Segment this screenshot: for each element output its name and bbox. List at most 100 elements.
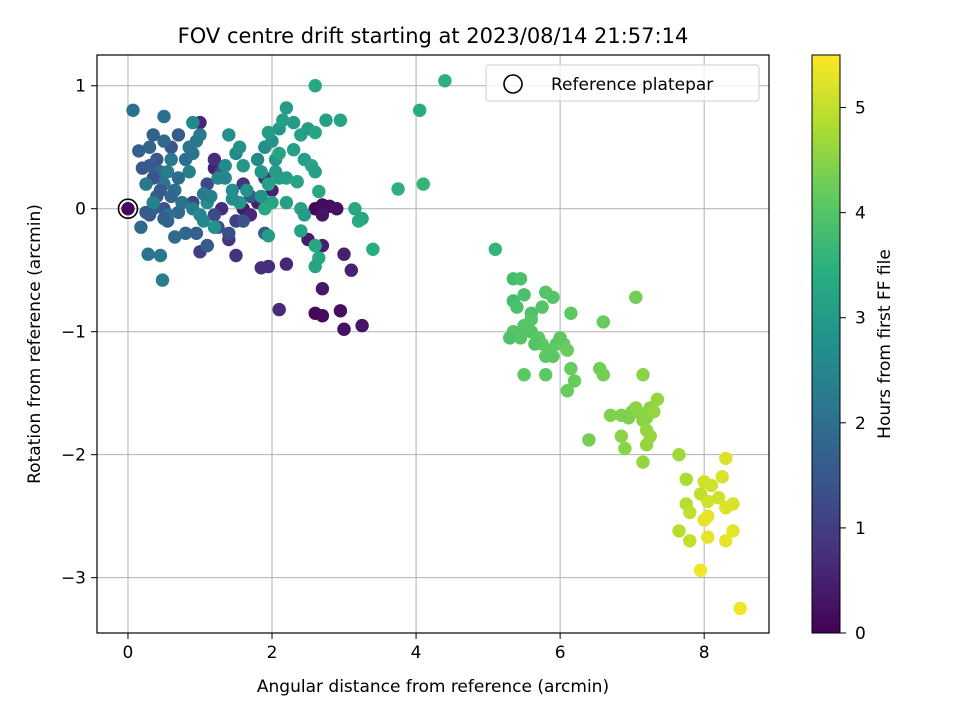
data-point: [308, 165, 322, 179]
data-point: [254, 165, 268, 179]
data-point: [279, 171, 294, 185]
data-point: [711, 491, 726, 505]
data-point: [639, 438, 654, 452]
data-point: [276, 113, 290, 127]
colorbar-tick-label: 4: [855, 204, 866, 224]
data-point: [279, 101, 294, 115]
data-point: [153, 183, 168, 197]
data-point: [272, 302, 286, 317]
data-point: [308, 125, 322, 140]
data-point: [157, 134, 171, 148]
data-point: [733, 601, 747, 616]
data-point: [344, 263, 358, 277]
y-tick-label: −3: [61, 569, 86, 589]
data-point: [171, 171, 186, 185]
data-point: [647, 404, 661, 419]
data-point: [294, 224, 308, 238]
data-point: [142, 140, 157, 154]
data-point: [308, 259, 322, 274]
data-point: [438, 74, 452, 88]
data-point: [164, 152, 178, 167]
data-point: [286, 143, 301, 157]
legend-entry-reference: Reference platepar: [551, 75, 713, 95]
data-point: [236, 214, 250, 228]
data-point: [218, 159, 232, 173]
data-point: [330, 202, 344, 216]
legend-box: [485, 64, 760, 102]
data-point: [155, 273, 170, 287]
data-point: [126, 103, 140, 118]
x-tick-label: 4: [411, 643, 422, 663]
data-point: [510, 300, 524, 314]
data-point: [139, 177, 153, 191]
data-point: [315, 208, 330, 222]
data-point: [207, 220, 222, 234]
colorbar-ticks: 0 1 2 3 4 5: [840, 99, 866, 644]
data-point: [636, 368, 650, 382]
data-point: [618, 441, 632, 456]
data-point: [164, 189, 178, 204]
reference-platepar-marker: [117, 198, 139, 220]
data-point: [250, 152, 265, 167]
data-point: [517, 368, 531, 382]
data-point: [391, 182, 405, 196]
reference-fill: [121, 202, 135, 216]
colorbar-tick-label: 1: [855, 519, 866, 539]
data-point: [672, 448, 686, 462]
data-point: [539, 349, 553, 363]
x-tick-label: 0: [123, 643, 134, 663]
data-point: [539, 368, 553, 382]
data-point: [157, 109, 171, 124]
data-point: [200, 238, 214, 253]
data-point: [693, 563, 708, 577]
colorbar-tick-label: 2: [855, 414, 866, 434]
data-point: [146, 128, 160, 142]
data-point: [413, 103, 427, 118]
data-point: [186, 146, 200, 161]
data-point: [683, 534, 697, 548]
plot-frame: [96, 54, 770, 634]
data-point: [189, 226, 204, 240]
data-point: [232, 140, 247, 154]
y-tick-label: −2: [61, 446, 86, 466]
data-point: [157, 211, 171, 226]
data-point: [254, 261, 268, 275]
reference-marker: [117, 198, 139, 220]
data-point: [560, 343, 574, 357]
data-point: [672, 524, 686, 538]
data-point: [719, 534, 733, 548]
data-point: [196, 214, 211, 228]
legend: Reference platepar: [485, 64, 760, 102]
data-point: [315, 282, 330, 296]
data-point: [333, 113, 348, 127]
data-point: [636, 455, 650, 469]
data-point: [355, 318, 369, 333]
data-point: [254, 189, 268, 204]
colorbar-tick-label: 3: [855, 309, 866, 329]
data-point: [596, 315, 610, 329]
data-point: [553, 331, 567, 345]
data-point: [683, 505, 697, 520]
x-tick-label: 2: [267, 643, 278, 663]
data-point: [701, 494, 715, 509]
data-point: [229, 248, 243, 263]
data-point: [366, 242, 380, 256]
colorbar-tick-label: 0: [855, 624, 866, 644]
data-point: [153, 248, 168, 263]
data-point: [596, 368, 610, 382]
x-axis-label: Angular distance from reference (arcmin): [257, 677, 609, 697]
data-point: [207, 208, 222, 222]
colorbar-tick-label: 5: [855, 99, 866, 119]
data-point: [416, 177, 430, 191]
data-points: [126, 74, 747, 616]
data-point: [207, 152, 222, 167]
data-point: [308, 79, 322, 93]
data-point: [560, 384, 574, 398]
data-point: [297, 208, 312, 222]
data-point: [182, 165, 196, 179]
y-tick-label: 1: [75, 77, 86, 97]
data-point: [142, 159, 157, 173]
colorbar-label: Hours from first FF file: [875, 249, 895, 439]
data-point: [222, 226, 236, 240]
data-point: [168, 230, 182, 244]
